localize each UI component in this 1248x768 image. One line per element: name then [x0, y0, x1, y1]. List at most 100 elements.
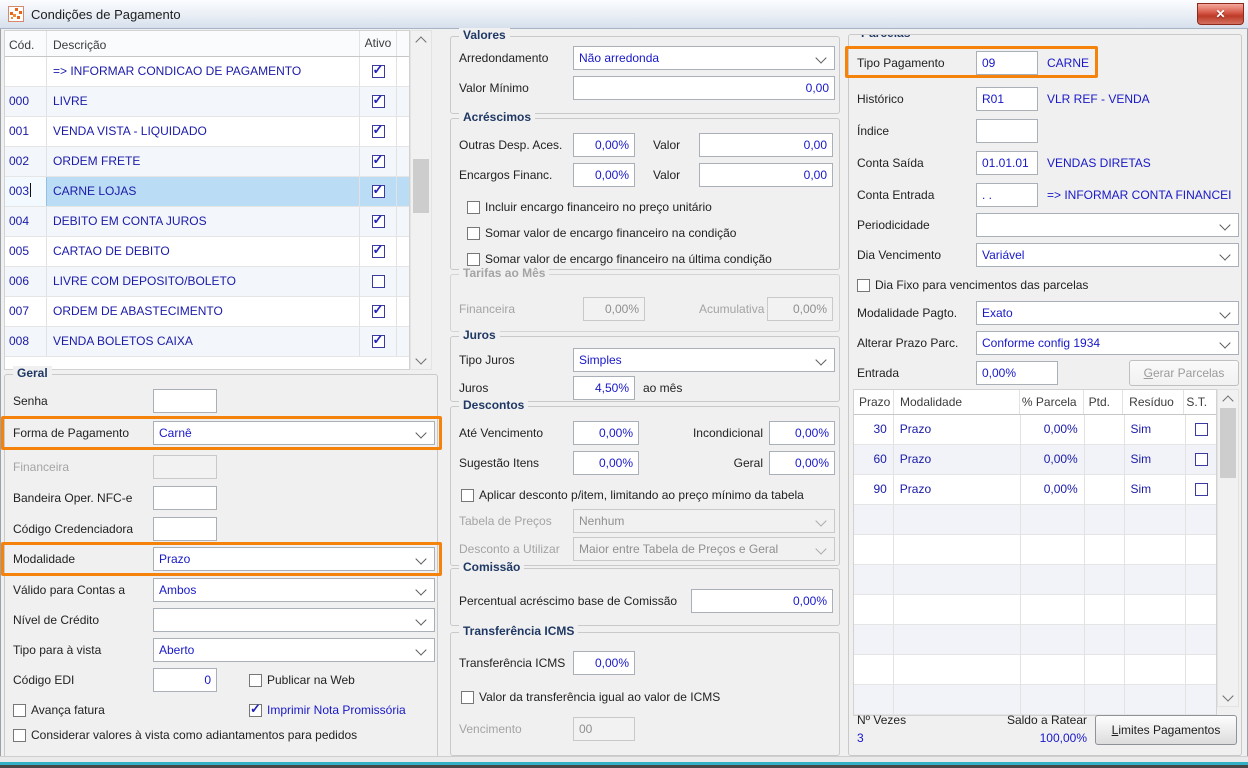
ativo-checkbox[interactable]: [371, 212, 385, 228]
modalidade-label: Modalidade: [13, 552, 76, 566]
encargos-pct-input[interactable]: 0,00%: [573, 163, 635, 187]
parcela-row[interactable]: 30 Prazo 0,00% Sim: [854, 415, 1216, 445]
tipo-juros-label: Tipo Juros: [459, 353, 515, 367]
bandeira-label: Bandeira Oper. NFC-e: [13, 491, 133, 505]
incondicional-input[interactable]: 0,00%: [769, 421, 835, 445]
juros-input[interactable]: 4,50%: [573, 376, 635, 400]
st-checkbox[interactable]: [1194, 483, 1208, 496]
arredondamento-dropdown[interactable]: Não arredonda: [573, 46, 835, 70]
tipo-vista-dropdown[interactable]: Aberto: [153, 638, 435, 662]
tipo-pagamento-label: Tipo Pagamento: [857, 56, 945, 70]
ativo-checkbox[interactable]: [371, 242, 385, 258]
table-row[interactable]: 004 DEBITO EM CONTA JUROS: [5, 207, 409, 237]
parcela-row[interactable]: 90 Prazo 0,00% Sim: [854, 475, 1216, 505]
table-row[interactable]: 000 LIVRE: [5, 87, 409, 117]
nivel-credito-dropdown[interactable]: [153, 608, 435, 632]
dia-fixo-checkbox[interactable]: [857, 278, 870, 292]
table-row[interactable]: 006 LIVRE COM DEPOSITO/BOLETO: [5, 267, 409, 297]
outras-desp-pct-input[interactable]: 0,00%: [573, 133, 635, 157]
modalidade-dropdown[interactable]: Prazo: [153, 547, 435, 571]
st-checkbox[interactable]: [1194, 423, 1208, 436]
somar-encargo-ultima-checkbox-row[interactable]: Somar valor de encargo financeiro na últ…: [467, 251, 772, 267]
parcelas-scrollbar[interactable]: [1217, 389, 1239, 707]
conta-saida-input[interactable]: 01.01.01: [976, 151, 1038, 175]
credenciadora-input[interactable]: [153, 517, 217, 541]
ativo-checkbox[interactable]: [371, 275, 385, 288]
imprimir-np-checkbox[interactable]: [249, 701, 262, 717]
tipo-juros-dropdown[interactable]: Simples: [573, 348, 835, 372]
outras-desp-valor-input[interactable]: 0,00: [699, 133, 833, 157]
entrada-input[interactable]: 0,00%: [976, 361, 1058, 385]
bandeira-input[interactable]: [153, 486, 217, 510]
ativo-checkbox[interactable]: [371, 152, 385, 168]
table-row[interactable]: 008 VENDA BOLETOS CAIXA: [5, 327, 409, 357]
ativo-checkbox[interactable]: [371, 92, 385, 108]
scroll-thumb[interactable]: [413, 159, 429, 213]
saldo-ratear-value: 100,00%: [1039, 731, 1087, 745]
limites-pagamentos-button[interactable]: Limites Pagamentos: [1095, 715, 1237, 745]
somar-encargo-checkbox-row[interactable]: Somar valor de encargo financeiro na con…: [467, 225, 736, 241]
dia-vencimento-dropdown[interactable]: Variável: [976, 243, 1239, 267]
tipo-pagamento-input[interactable]: 09: [976, 51, 1038, 75]
ate-vencimento-input[interactable]: 0,00%: [573, 421, 639, 445]
periodicidade-dropdown[interactable]: [976, 213, 1239, 237]
indice-input[interactable]: [976, 119, 1038, 143]
comissao-input[interactable]: 0,00%: [691, 589, 833, 613]
table-row[interactable]: 007 ORDEM DE ABASTECIMENTO: [5, 297, 409, 327]
scroll-up-icon[interactable]: [1218, 390, 1238, 407]
table-row-selected[interactable]: 003 CARNE LOJAS: [5, 177, 409, 207]
parcela-row[interactable]: 60 Prazo 0,00% Sim: [854, 445, 1216, 475]
somar-encargo-ultima-checkbox[interactable]: [467, 252, 480, 266]
scroll-down-icon[interactable]: [411, 352, 431, 369]
valor-minimo-input[interactable]: 0,00: [573, 76, 835, 100]
ativo-checkbox[interactable]: [371, 182, 385, 198]
encargos-valor-input[interactable]: 0,00: [699, 163, 833, 187]
st-checkbox[interactable]: [1194, 453, 1208, 466]
ativo-checkbox[interactable]: [371, 62, 385, 78]
tipo-vista-label: Tipo para à vista: [13, 643, 102, 657]
historico-input[interactable]: R01: [976, 87, 1038, 111]
incluir-encargo-checkbox-row[interactable]: Incluir encargo financeiro no preço unit…: [467, 199, 712, 215]
somar-encargo-checkbox[interactable]: [467, 226, 480, 240]
title-bar: Condições de Pagamento ✕: [0, 0, 1248, 29]
scroll-down-icon[interactable]: [1218, 689, 1238, 706]
avanca-fatura-checkbox-row[interactable]: Avança fatura: [13, 702, 105, 718]
geral-desconto-input[interactable]: 0,00%: [769, 451, 835, 475]
group-transferencia-icms: Transferência ICMS Transferência ICMS 0,…: [450, 624, 840, 756]
scroll-up-icon[interactable]: [411, 31, 431, 48]
conta-entrada-input[interactable]: . .: [976, 183, 1038, 207]
table-row[interactable]: 005 CARTAO DE DEBITO: [5, 237, 409, 267]
valido-contas-dropdown[interactable]: Ambos: [153, 578, 435, 602]
considerar-vista-checkbox[interactable]: [13, 728, 26, 742]
avanca-fatura-checkbox[interactable]: [13, 703, 26, 717]
valor-transferencia-checkbox[interactable]: [461, 690, 474, 704]
table-row[interactable]: => INFORMAR CONDICAO DE PAGAMENTO: [5, 57, 409, 87]
parcelas-table-header: Prazo Modalidade % Parcela Ptd. Resíduo …: [854, 390, 1216, 415]
ativo-checkbox[interactable]: [371, 332, 385, 348]
table-row[interactable]: 001 VENDA VISTA - LIQUIDADO: [5, 117, 409, 147]
ativo-checkbox[interactable]: [371, 302, 385, 318]
dia-fixo-checkbox-row[interactable]: Dia Fixo para vencimentos das parcelas: [857, 277, 1088, 293]
aplicar-desconto-checkbox-row[interactable]: Aplicar desconto p/item, limitando ao pr…: [461, 487, 804, 503]
forma-pagamento-dropdown[interactable]: Carnê: [153, 421, 435, 445]
senha-input[interactable]: [153, 389, 217, 413]
alterar-prazo-dropdown[interactable]: Conforme config 1934: [976, 331, 1239, 355]
scroll-thumb[interactable]: [1220, 408, 1236, 478]
codigo-edi-input[interactable]: 0: [153, 668, 217, 692]
ativo-checkbox[interactable]: [371, 122, 385, 138]
transferencia-icms-input[interactable]: 0,00%: [573, 651, 635, 675]
valor-transferencia-checkbox-row[interactable]: Valor da transferência igual ao valor de…: [461, 689, 720, 705]
considerar-vista-checkbox-row[interactable]: Considerar valores à vista como adiantam…: [13, 727, 357, 743]
table-row[interactable]: 002 ORDEM FRETE: [5, 147, 409, 177]
close-button[interactable]: ✕: [1197, 3, 1244, 25]
sugestao-itens-input[interactable]: 0,00%: [573, 451, 639, 475]
empty-row: [854, 625, 1216, 655]
imprimir-np-checkbox-row[interactable]: Imprimir Nota Promissória: [249, 701, 406, 718]
chevron-down-icon: [1219, 249, 1231, 261]
aplicar-desconto-checkbox[interactable]: [461, 488, 474, 502]
table-scrollbar[interactable]: [410, 30, 432, 370]
publicar-web-checkbox-row[interactable]: Publicar na Web: [249, 672, 355, 688]
incluir-encargo-checkbox[interactable]: [467, 200, 480, 214]
modalidade-pagto-dropdown[interactable]: Exato: [976, 301, 1239, 325]
publicar-web-checkbox[interactable]: [249, 673, 262, 687]
